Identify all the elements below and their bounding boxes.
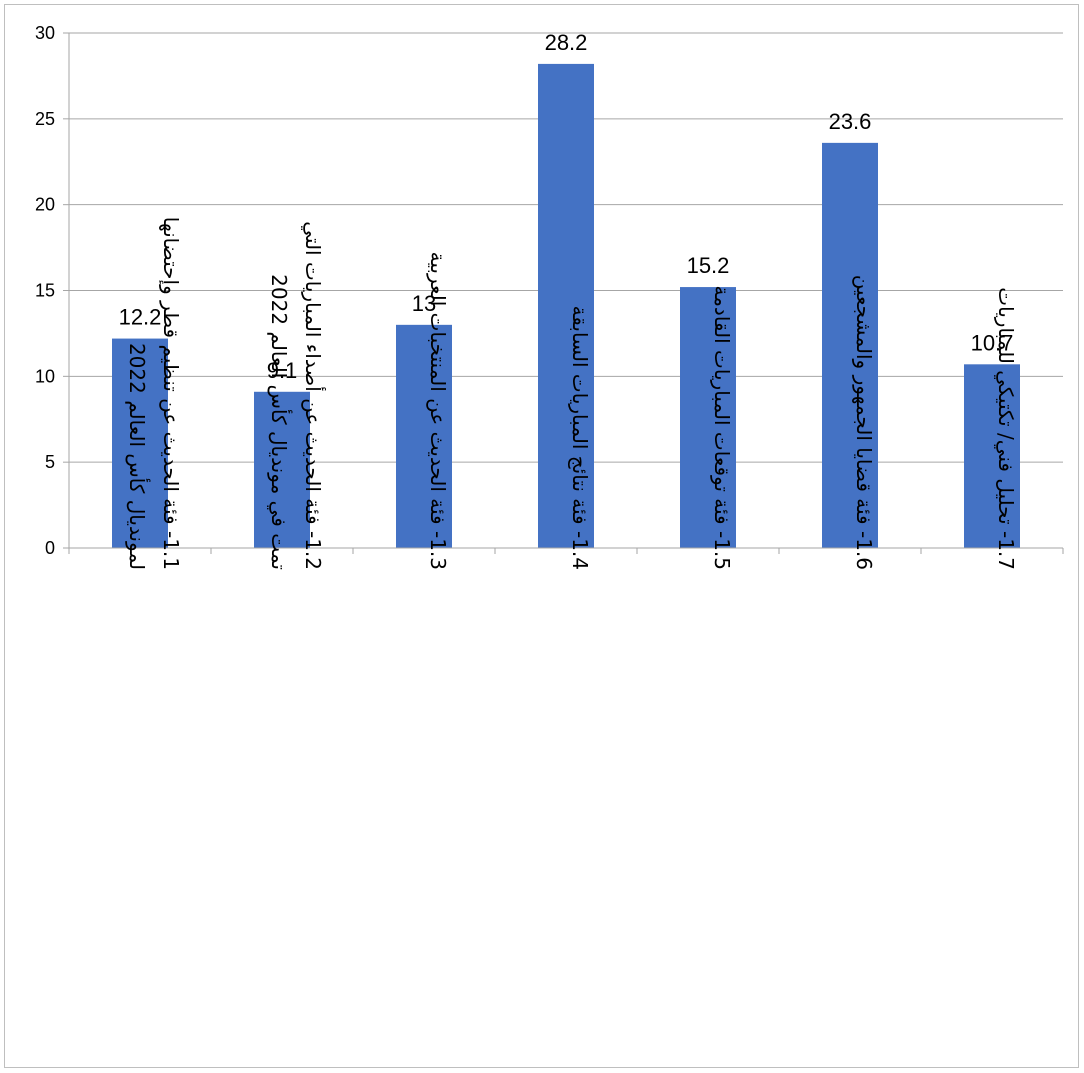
category-label: لمونديال كأس العالم 2022 — [125, 343, 151, 570]
bar — [112, 338, 168, 548]
category-label: تمت في مونديال كأس العالم 2022 — [266, 274, 293, 570]
data-labels: 12.2 9.1 13 28.2 15.2 23.6 10.7 — [119, 30, 1014, 383]
bar — [538, 63, 594, 549]
bar — [680, 287, 736, 548]
bar — [822, 142, 878, 548]
category-label: 1.6- فئة قضايا الجمهور والمشجعين — [852, 275, 876, 570]
y-tick-label: 10 — [35, 366, 55, 386]
y-tick-label: 15 — [35, 281, 55, 301]
y-tick-label: 0 — [45, 538, 55, 558]
category-labels: 1.1- فئة الحديث عن تنظيم قطر وإحتضانها لم… — [125, 217, 1018, 570]
category-label: 1.4- فئة نتائج المباريات السابقة — [568, 306, 592, 570]
data-label: 13 — [412, 291, 436, 316]
bar — [396, 324, 452, 548]
y-tick-label: 30 — [35, 23, 55, 43]
y-tick-label: 5 — [45, 452, 55, 472]
data-label: 10.7 — [971, 330, 1014, 355]
data-label: 12.2 — [119, 305, 162, 330]
bar — [254, 391, 310, 548]
category-label: 1.2- فئة الحديث عن أصداء المباريات التي — [300, 221, 326, 570]
data-label: 15.2 — [687, 253, 730, 278]
category-label: 1.1- فئة الحديث عن تنظيم قطر وإحتضانها — [158, 217, 183, 570]
category-label: 1.3- فئة الحديث عن المنتخبات العربية — [426, 252, 450, 570]
chart-frame: 0 5 10 15 20 25 30 12.2 9.1 13 28.2 15.2 23.6 10.7 1… — [4, 4, 1079, 1068]
data-label: 28.2 — [545, 30, 588, 55]
category-label: 1.7- تحليل فني/ تكتيكي للمباريات — [993, 287, 1018, 570]
category-label: 1.5- فئة توقعات المباريات القادمة — [710, 286, 734, 571]
data-label: 9.1 — [267, 358, 298, 383]
y-tick-labels: 0 5 10 15 20 25 30 — [35, 23, 55, 558]
axes — [63, 32, 1064, 554]
bar — [964, 364, 1020, 548]
bars — [112, 63, 1020, 549]
y-tick-label: 25 — [35, 109, 55, 129]
bar-chart: 0 5 10 15 20 25 30 12.2 9.1 13 28.2 15.2 23.6 10.7 1… — [35, 23, 1064, 570]
data-label: 23.6 — [829, 109, 872, 134]
y-tick-label: 20 — [35, 195, 55, 215]
